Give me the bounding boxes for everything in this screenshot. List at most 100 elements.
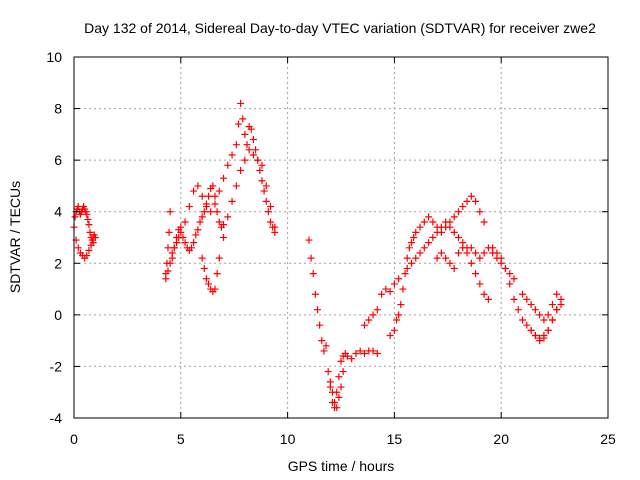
data-point	[390, 280, 398, 288]
data-point	[311, 290, 319, 298]
data-point	[467, 244, 475, 252]
data-point	[198, 192, 206, 200]
data-point	[85, 221, 93, 229]
data-point	[442, 218, 450, 226]
data-point	[190, 239, 198, 247]
data-point	[331, 399, 339, 407]
x-tick-label: 10	[280, 431, 296, 447]
data-point	[213, 208, 221, 216]
data-point	[360, 321, 368, 329]
data-point	[454, 234, 462, 241]
data-point	[211, 200, 219, 208]
data-point	[352, 350, 360, 358]
data-point	[523, 295, 531, 303]
data-point	[181, 218, 189, 226]
data-point	[420, 218, 428, 226]
data-point	[316, 321, 324, 329]
y-tick-label: 10	[46, 49, 62, 65]
data-point	[480, 249, 488, 257]
data-point	[399, 285, 407, 293]
data-point	[407, 239, 415, 247]
data-point	[540, 334, 548, 342]
data-point	[454, 208, 462, 216]
data-point	[395, 311, 403, 319]
y-tick-label: -2	[50, 358, 63, 374]
data-point	[553, 306, 561, 314]
x-tick-label: 5	[177, 431, 185, 447]
data-point	[74, 244, 82, 252]
data-point	[258, 177, 266, 185]
data-point	[378, 290, 386, 298]
y-tick-label: 0	[54, 307, 62, 323]
data-point	[433, 228, 441, 236]
data-point	[237, 166, 245, 174]
data-point	[501, 264, 509, 272]
data-point	[185, 203, 193, 211]
data-point	[454, 249, 462, 257]
data-point	[365, 316, 373, 324]
data-point	[405, 244, 413, 252]
data-point	[162, 275, 170, 283]
data-point	[224, 161, 232, 169]
data-point	[412, 228, 420, 236]
data-point	[170, 244, 178, 252]
data-point	[420, 244, 428, 252]
data-point	[373, 306, 381, 314]
data-point	[173, 239, 181, 247]
data-point	[531, 306, 539, 314]
data-point	[256, 166, 264, 174]
data-point	[337, 383, 345, 391]
data-point	[510, 275, 518, 283]
data-point	[267, 218, 275, 226]
data-point	[403, 264, 411, 272]
data-point	[232, 141, 240, 149]
data-point	[369, 347, 377, 355]
data-point	[459, 244, 467, 252]
data-point	[480, 218, 488, 226]
data-point	[450, 228, 458, 236]
data-point	[442, 254, 450, 262]
data-point	[89, 239, 97, 247]
data-point	[519, 316, 527, 324]
data-point	[425, 213, 433, 221]
data-point	[85, 246, 93, 254]
data-point	[493, 249, 501, 257]
data-point	[211, 285, 219, 293]
data-point	[228, 151, 236, 159]
data-point	[209, 182, 217, 190]
data-point	[348, 355, 356, 363]
data-point	[472, 197, 480, 205]
data-point	[190, 187, 198, 195]
data-point	[333, 404, 341, 412]
data-point	[395, 275, 403, 283]
data-point	[220, 234, 228, 241]
data-point	[318, 337, 326, 345]
data-point	[220, 221, 228, 229]
data-point	[84, 215, 92, 223]
data-point	[519, 290, 527, 298]
data-point	[467, 259, 475, 267]
data-point	[497, 254, 505, 262]
data-point	[510, 295, 518, 303]
data-point	[267, 203, 275, 211]
data-point	[91, 234, 99, 241]
data-point	[247, 125, 255, 133]
data-point	[237, 99, 245, 107]
data-point	[416, 223, 424, 231]
data-point	[544, 311, 552, 319]
data-point	[202, 275, 210, 283]
plot-frame	[73, 56, 609, 419]
data-point	[328, 388, 336, 396]
data-point	[271, 223, 279, 231]
data-point	[224, 213, 232, 221]
data-point	[467, 192, 475, 200]
data-point	[322, 342, 330, 350]
data-point	[390, 326, 398, 334]
data-point	[514, 306, 522, 314]
data-point	[540, 316, 548, 324]
data-point	[307, 254, 315, 262]
data-point	[239, 115, 247, 123]
data-point	[373, 350, 381, 358]
data-point	[192, 231, 200, 239]
data-point	[463, 197, 471, 205]
